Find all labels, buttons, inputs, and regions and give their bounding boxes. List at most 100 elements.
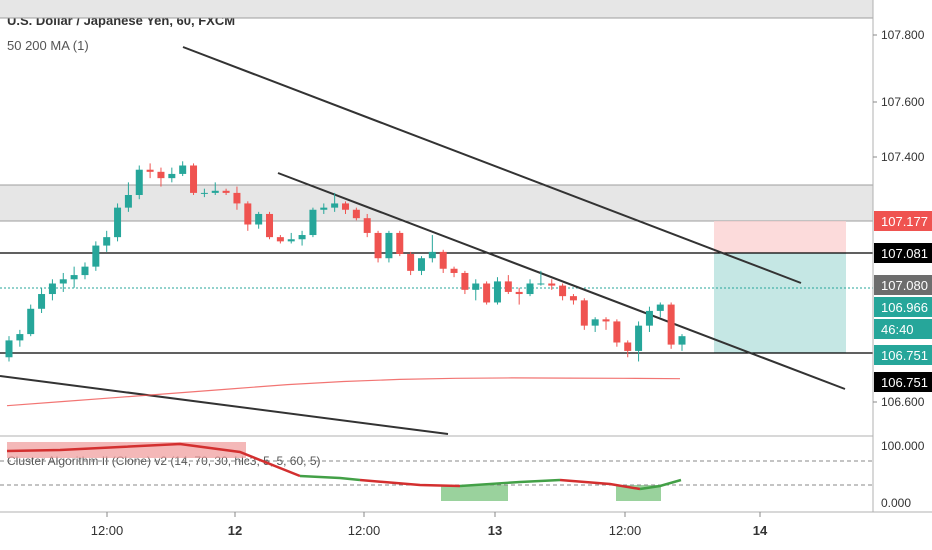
price-tag-label: 107.081 xyxy=(881,246,928,261)
candle-bearish[interactable] xyxy=(266,211,274,240)
ma-legend[interactable]: 50 200 MA (1) xyxy=(7,38,89,53)
candle-bearish[interactable] xyxy=(146,163,154,179)
candle-bearish[interactable] xyxy=(407,251,415,276)
candle-bullish[interactable] xyxy=(255,211,263,229)
ma-200-line xyxy=(6,377,681,407)
price-tick-label: 107.600 xyxy=(881,95,925,109)
candle-bearish[interactable] xyxy=(244,201,252,231)
take-profit-zone[interactable] xyxy=(714,253,846,353)
candle-bearish[interactable] xyxy=(396,230,404,257)
candle-body xyxy=(396,232,404,254)
channel-upper-line[interactable] xyxy=(182,46,802,284)
candle-bearish[interactable] xyxy=(190,163,198,195)
candle-bullish[interactable] xyxy=(103,230,111,252)
candle-body xyxy=(591,319,599,326)
candle-bullish[interactable] xyxy=(124,182,132,212)
candle-bearish[interactable] xyxy=(548,279,556,290)
candle-bullish[interactable] xyxy=(645,306,653,332)
candle-bearish[interactable] xyxy=(602,317,610,330)
candle-bearish[interactable] xyxy=(450,266,458,278)
candle-bullish[interactable] xyxy=(38,287,46,313)
indicator-tick-label: 0.000 xyxy=(881,496,911,510)
candle-body xyxy=(103,237,111,246)
candle-body xyxy=(602,319,610,322)
candle-bullish[interactable] xyxy=(385,230,393,263)
price-tag: 106.966 xyxy=(874,297,932,317)
candle-bearish[interactable] xyxy=(276,235,284,244)
candle-bearish[interactable] xyxy=(363,213,371,238)
candle-bearish[interactable] xyxy=(580,298,588,330)
candle-bullish[interactable] xyxy=(526,279,534,297)
candle-bearish[interactable] xyxy=(157,167,165,187)
candle-bullish[interactable] xyxy=(27,304,35,337)
candle-bullish[interactable] xyxy=(331,192,339,212)
candle-bearish[interactable] xyxy=(374,230,382,263)
candle-bullish[interactable] xyxy=(168,167,176,183)
candle-bullish[interactable] xyxy=(678,334,686,351)
candle-body xyxy=(298,235,306,240)
candle-bullish[interactable] xyxy=(200,188,208,198)
candle-bearish[interactable] xyxy=(504,275,512,295)
time-axis[interactable] xyxy=(0,512,932,550)
candle-bearish[interactable] xyxy=(483,281,491,305)
price-tick-label: 107.400 xyxy=(881,150,925,164)
price-tag-label: 46:40 xyxy=(881,322,914,337)
candle-bullish[interactable] xyxy=(656,302,664,318)
candle-bullish[interactable] xyxy=(537,270,545,286)
price-tag: 46:40 xyxy=(874,319,932,339)
candle-bullish[interactable] xyxy=(320,203,328,214)
candle-bearish[interactable] xyxy=(559,283,567,301)
candle-bearish[interactable] xyxy=(461,270,469,295)
price-tag: 107.177 xyxy=(874,211,932,231)
candle-body xyxy=(211,190,219,193)
oscillator-line-red xyxy=(6,442,301,478)
candle-bearish[interactable] xyxy=(222,188,230,195)
candle-bullish[interactable] xyxy=(591,317,599,332)
stop-loss-zone[interactable] xyxy=(714,221,846,253)
candle-bullish[interactable] xyxy=(16,329,24,347)
long-trend-line[interactable] xyxy=(0,375,449,435)
candle-body xyxy=(70,275,78,280)
candle-body xyxy=(493,281,501,303)
channel-lower-line[interactable] xyxy=(277,172,846,390)
candle-bullish[interactable] xyxy=(309,207,317,238)
price-tag-label: 107.080 xyxy=(881,278,928,293)
candle-bullish[interactable] xyxy=(179,161,187,177)
candle-bullish[interactable] xyxy=(70,266,78,288)
candle-bearish[interactable] xyxy=(569,294,577,305)
candle-bullish[interactable] xyxy=(48,279,56,301)
candle-bullish[interactable] xyxy=(81,262,89,280)
candle-bearish[interactable] xyxy=(624,340,632,358)
candle-bullish[interactable] xyxy=(114,203,122,242)
candle-bearish[interactable] xyxy=(667,302,675,349)
candle-bullish[interactable] xyxy=(635,321,643,362)
candle-bearish[interactable] xyxy=(352,207,360,221)
candle-body xyxy=(266,213,274,238)
candle-body xyxy=(124,195,132,208)
candle-bearish[interactable] xyxy=(439,249,447,273)
candle-bearish[interactable] xyxy=(515,287,523,305)
candle-bullish[interactable] xyxy=(298,230,306,246)
price-tag-bg xyxy=(874,345,932,365)
candle-body xyxy=(200,192,208,194)
candle-body xyxy=(526,283,534,295)
candle-bearish[interactable] xyxy=(613,319,621,347)
candle-bullish[interactable] xyxy=(59,272,67,292)
price-tick-label: 107.800 xyxy=(881,28,925,42)
candle-bullish[interactable] xyxy=(287,232,295,244)
candle-body xyxy=(417,258,425,271)
candle-bullish[interactable] xyxy=(211,182,219,195)
candle-bullish[interactable] xyxy=(5,336,13,362)
candle-bearish[interactable] xyxy=(233,186,241,210)
candle-body xyxy=(287,239,295,242)
candle-bullish[interactable] xyxy=(417,256,425,276)
candle-bullish[interactable] xyxy=(135,165,143,200)
candle-bullish[interactable] xyxy=(472,279,480,301)
candle-body xyxy=(81,266,89,276)
candle-bullish[interactable] xyxy=(428,235,436,263)
candle-bullish[interactable] xyxy=(92,241,100,271)
candle-bullish[interactable] xyxy=(493,277,501,305)
candle-bearish[interactable] xyxy=(342,201,349,214)
indicator-tick-label: 100.000 xyxy=(881,439,925,453)
